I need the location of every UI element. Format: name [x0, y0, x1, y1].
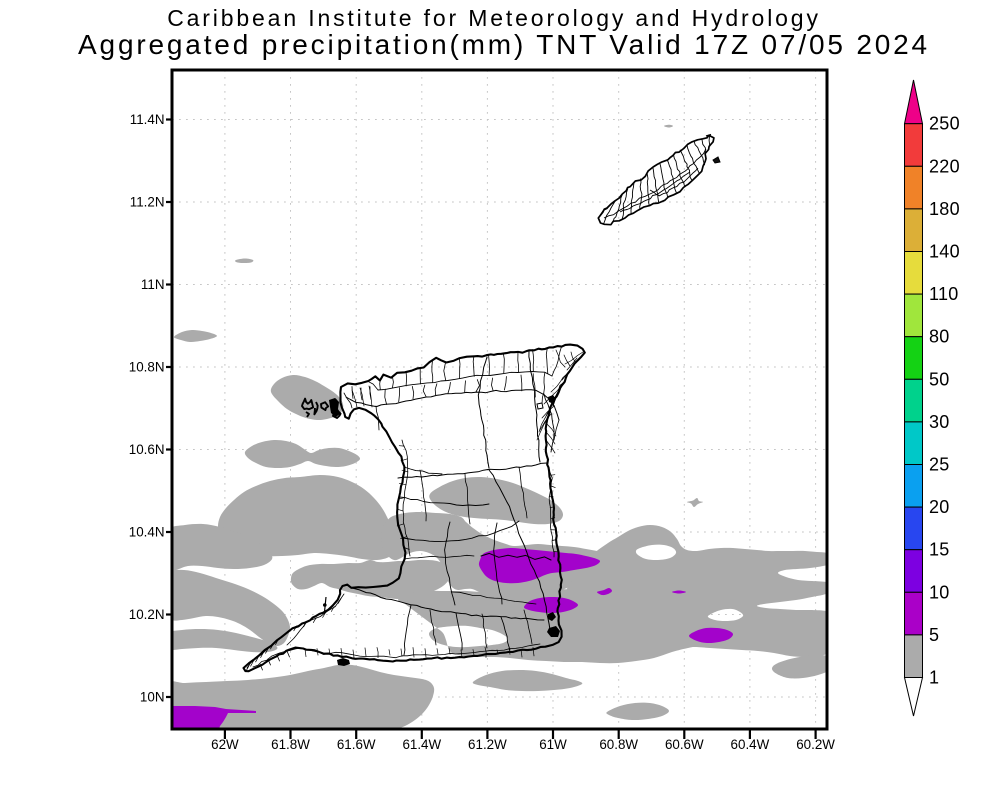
svg-text:61.8W: 61.8W [271, 737, 310, 752]
svg-text:80: 80 [929, 327, 950, 347]
svg-text:61.4W: 61.4W [402, 737, 441, 752]
svg-text:11.4N: 11.4N [130, 112, 165, 127]
svg-text:61.2W: 61.2W [468, 737, 507, 752]
svg-text:11N: 11N [141, 277, 165, 292]
svg-text:10.2N: 10.2N [129, 607, 165, 622]
svg-text:25: 25 [929, 455, 950, 475]
svg-text:10.4N: 10.4N [129, 525, 165, 540]
svg-text:60.8W: 60.8W [599, 737, 638, 752]
svg-text:60.4W: 60.4W [731, 737, 770, 752]
svg-text:60.2W: 60.2W [796, 737, 835, 752]
svg-text:30: 30 [929, 412, 950, 432]
svg-text:61W: 61W [539, 737, 567, 752]
svg-text:62W: 62W [211, 737, 239, 752]
svg-text:140: 140 [929, 242, 960, 262]
svg-text:110: 110 [929, 284, 959, 304]
svg-text:61.6W: 61.6W [337, 737, 376, 752]
svg-text:60.6W: 60.6W [665, 737, 704, 752]
svg-text:11.2N: 11.2N [130, 195, 165, 210]
svg-text:50: 50 [929, 369, 950, 389]
svg-text:220: 220 [929, 156, 960, 176]
svg-text:15: 15 [929, 540, 950, 560]
svg-text:10N: 10N [140, 690, 165, 705]
svg-text:10.8N: 10.8N [129, 360, 165, 375]
svg-text:Aggregated precipitation(mm) T: Aggregated precipitation(mm) TNT Valid 1… [78, 29, 930, 60]
svg-text:Caribbean Institute for Meteor: Caribbean Institute for Meteorology and … [167, 5, 821, 31]
svg-text:10.6N: 10.6N [129, 442, 165, 457]
svg-text:180: 180 [929, 199, 960, 219]
svg-text:20: 20 [929, 497, 950, 517]
svg-text:10: 10 [929, 582, 950, 602]
svg-text:250: 250 [929, 114, 960, 134]
svg-text:1: 1 [929, 668, 939, 688]
svg-text:5: 5 [929, 625, 939, 645]
